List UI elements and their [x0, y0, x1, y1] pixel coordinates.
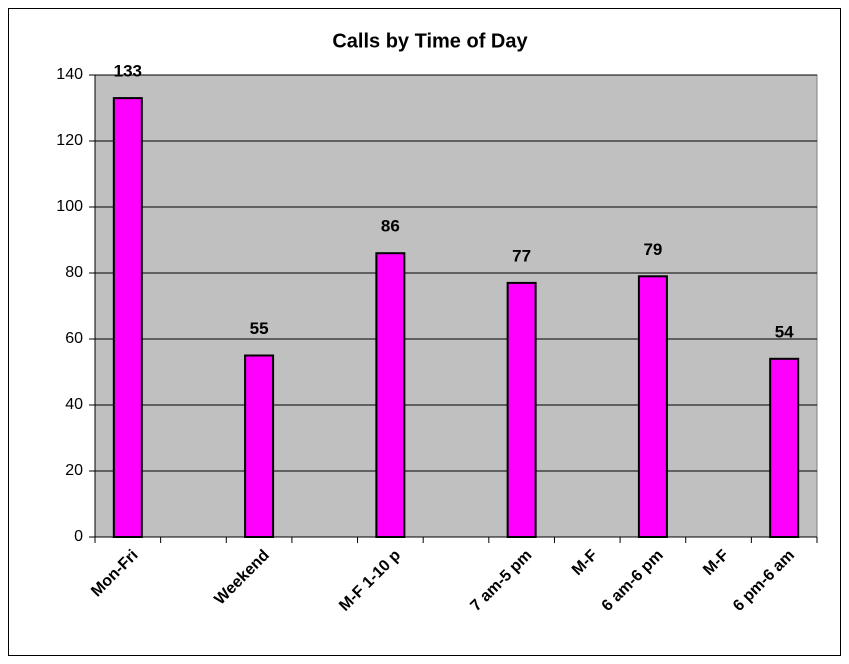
- y-tick-label: 120: [56, 132, 83, 149]
- bar: [769, 357, 800, 538]
- bar: [244, 354, 275, 538]
- value-label: 79: [643, 240, 662, 259]
- y-tick-label: 40: [65, 396, 83, 413]
- bar: [637, 275, 668, 538]
- value-label: 55: [250, 319, 269, 338]
- y-tick-label: 100: [56, 198, 83, 215]
- bar: [506, 281, 537, 538]
- y-tick-label: 0: [74, 528, 83, 545]
- value-label: 133: [114, 62, 142, 81]
- value-label: 77: [512, 246, 531, 265]
- chart-title: Calls by Time of Day: [332, 30, 528, 52]
- bar: [375, 252, 406, 538]
- y-tick-label: 60: [65, 330, 83, 347]
- y-tick-label: 80: [65, 264, 83, 281]
- y-tick-label: 140: [56, 66, 83, 83]
- value-label: 86: [381, 217, 400, 236]
- plot-area: [94, 74, 818, 538]
- y-tick-label: 20: [65, 462, 83, 479]
- bar: [112, 97, 143, 538]
- value-label: 54: [775, 322, 794, 341]
